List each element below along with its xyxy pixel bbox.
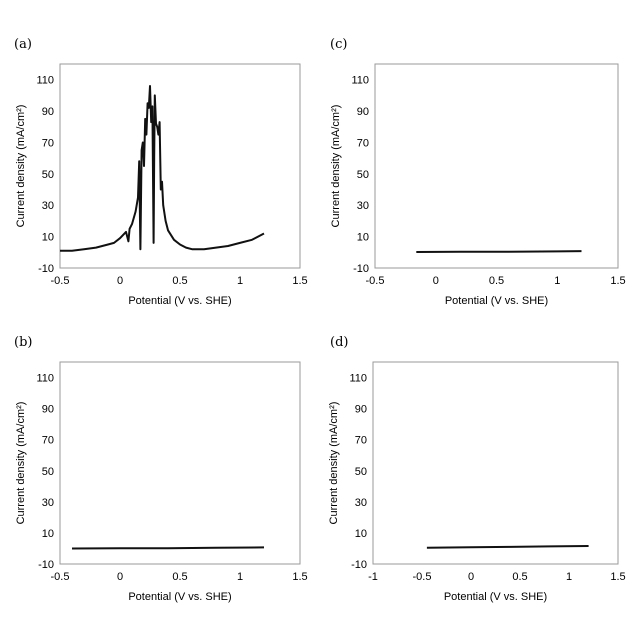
y-axis-title: Current density (mA/cm²) (328, 402, 340, 525)
y-tick-label: 50 (42, 169, 54, 181)
y-axis-title: Current density (mA/cm²) (330, 105, 342, 228)
y-tick-label: 70 (42, 435, 54, 447)
x-tick-label: 0.5 (512, 571, 527, 583)
y-tick-label: 10 (355, 528, 367, 540)
y-tick-label: 50 (42, 466, 54, 478)
plot-frame (373, 362, 618, 564)
y-axis-title: Current density (mA/cm²) (15, 105, 27, 228)
y-tick-label: 10 (42, 232, 54, 244)
plot-frame (60, 64, 300, 268)
x-tick-label: 0 (117, 275, 123, 287)
y-tick-label: 110 (36, 373, 54, 385)
chart-panel: (b) -10 10 30 50 70 90 110 -0.5 0 0.5 1 1.5 Potential… (14, 335, 308, 603)
y-tick-label: 30 (355, 497, 367, 509)
x-tick-label: 0 (468, 571, 474, 583)
panel-label: (a) (14, 37, 32, 52)
y-tick-label: 70 (357, 137, 369, 149)
y-tick-label: 30 (42, 200, 54, 212)
y-tick-label: -10 (38, 263, 54, 275)
chart-panel: (d) -10 10 30 50 70 90 110 -1 -0.5 0 0.5 1 1.5 Potenti… (328, 335, 626, 603)
panel-label: (c) (330, 37, 347, 52)
y-tick-label: 90 (42, 404, 54, 416)
x-tick-label: 1.5 (610, 275, 625, 287)
y-tick-label: 50 (357, 169, 369, 181)
x-tick-label: 1 (237, 275, 243, 287)
x-tick-label: -0.5 (413, 571, 432, 583)
plot-frame (60, 362, 300, 564)
plot-frame (375, 64, 618, 268)
y-tick-label: 50 (355, 466, 367, 478)
x-tick-label: 0.5 (172, 571, 187, 583)
x-axis-title: Potential (V vs. SHE) (444, 591, 547, 603)
x-tick-label: 1 (237, 571, 243, 583)
x-tick-label: 1 (554, 275, 560, 287)
panel-label: (b) (14, 335, 32, 350)
x-tick-label: 1 (566, 571, 572, 583)
y-tick-label: 10 (42, 528, 54, 540)
x-tick-label: 0 (433, 275, 439, 287)
y-tick-label: 110 (351, 75, 369, 87)
y-tick-label: -10 (38, 559, 54, 571)
panel-label: (d) (330, 335, 348, 350)
y-tick-label: -10 (353, 263, 369, 275)
x-tick-label: 1.5 (610, 571, 625, 583)
x-axis-title: Potential (V vs. SHE) (128, 295, 231, 307)
x-tick-label: -0.5 (366, 275, 385, 287)
y-axis-title: Current density (mA/cm²) (15, 402, 27, 525)
chart-panel: (c) -10 10 30 50 70 90 110 -0.5 0 0.5 1 1.5 Potential… (330, 37, 626, 307)
y-tick-label: 110 (36, 75, 54, 87)
x-tick-label: 0 (117, 571, 123, 583)
x-tick-label: -0.5 (51, 571, 70, 583)
y-tick-label: 30 (357, 200, 369, 212)
y-tick-label: 110 (349, 373, 367, 385)
x-tick-label: -1 (368, 571, 378, 583)
series-line (72, 547, 264, 548)
y-tick-label: 90 (357, 106, 369, 118)
x-tick-label: 1.5 (292, 275, 307, 287)
y-tick-label: 70 (42, 137, 54, 149)
x-axis-title: Potential (V vs. SHE) (445, 295, 548, 307)
chart-panel: (a) -10 10 30 50 70 90 110 -0.5 0 0.5 1 1.5 Potential… (14, 37, 308, 307)
y-tick-label: 70 (355, 435, 367, 447)
series-line (60, 86, 264, 251)
x-tick-label: 0.5 (172, 275, 187, 287)
series-line (416, 251, 581, 252)
y-tick-label: -10 (351, 559, 367, 571)
y-tick-label: 90 (355, 404, 367, 416)
y-tick-label: 90 (42, 106, 54, 118)
x-axis-title: Potential (V vs. SHE) (128, 591, 231, 603)
x-tick-label: 1.5 (292, 571, 307, 583)
series-line (427, 546, 589, 548)
y-tick-label: 10 (357, 232, 369, 244)
x-tick-label: 0.5 (489, 275, 504, 287)
y-tick-label: 30 (42, 497, 54, 509)
x-tick-label: -0.5 (51, 275, 70, 287)
